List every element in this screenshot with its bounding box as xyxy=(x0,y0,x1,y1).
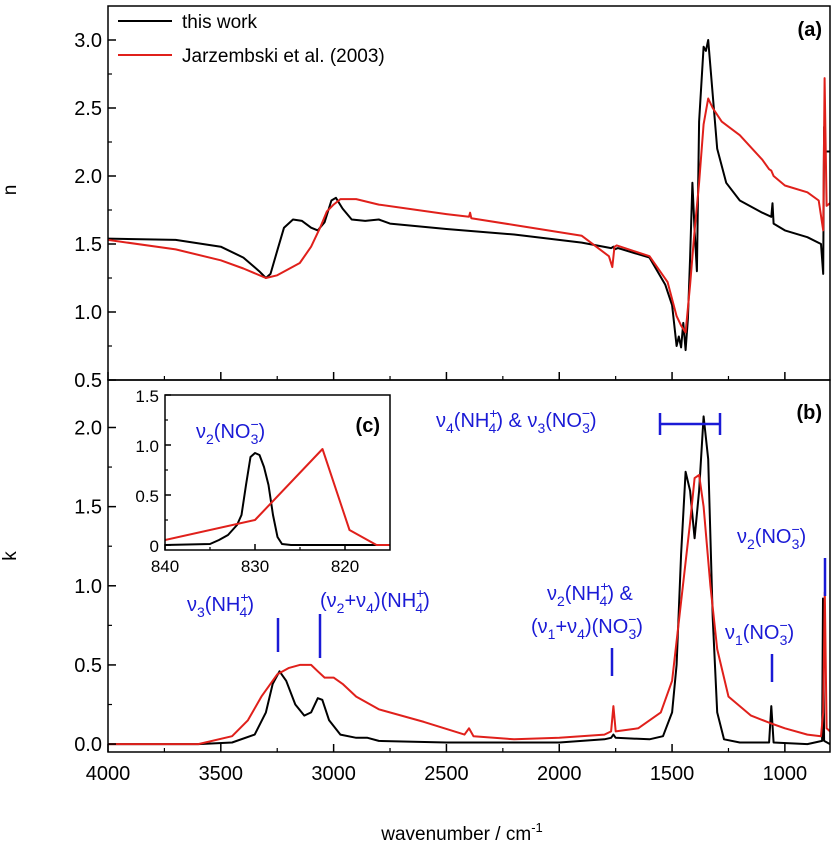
x-tick-label-b: 3000 xyxy=(311,763,356,785)
x-tick-label-b: 2500 xyxy=(424,763,469,785)
y-axis-title-n: n xyxy=(0,185,21,196)
y-tick-label-a: 2.0 xyxy=(74,166,102,188)
label-v1-no3: ν1(NO− 3) xyxy=(725,617,794,648)
y-tick-label-b: 1.0 xyxy=(74,576,102,598)
legend-label-this-work: this work xyxy=(182,12,257,33)
y-axis-title-k: k xyxy=(0,551,21,561)
label-v2-no3: ν2(NO− 3) xyxy=(737,521,806,552)
y-tick-label-a: 1.5 xyxy=(74,234,102,256)
panel-tag-a: (a) xyxy=(798,19,822,41)
label-v3-nh4: ν3(NH+ 4) xyxy=(187,589,254,620)
x-tick-label-b: 3500 xyxy=(199,763,244,785)
panel-b-frame xyxy=(107,379,831,753)
label-v2-nh4: ν2(NH+ 4) & xyxy=(547,578,634,609)
label-v1v4-no3: (ν1+ν4)(NO− 3) xyxy=(531,611,643,642)
x-axis-title: wavenumber / cm-1 xyxy=(380,820,543,845)
panel-tag-b: (b) xyxy=(796,402,822,424)
panel-c-series xyxy=(165,448,390,546)
y-tick-label-a: 3.0 xyxy=(74,30,102,52)
series-line-b-this-work xyxy=(108,415,830,746)
inset-background xyxy=(165,395,390,550)
series-line-c-this-work xyxy=(165,452,390,546)
inset-frame xyxy=(164,394,391,551)
x-tick-label-c: 830 xyxy=(241,557,269,576)
label-v4v3: ν4(NH+ 4) & ν3(NO− 3) xyxy=(436,405,597,436)
y-tick-label-b: 2.0 xyxy=(74,417,102,439)
legend-label-jarzembski: Jarzembski et al. (2003) xyxy=(182,46,385,67)
y-tick-label-a: 2.5 xyxy=(74,98,102,120)
label-inset-v2-no3: ν2(NO− 3) xyxy=(196,416,265,447)
x-tick-label-b: 1000 xyxy=(763,763,808,785)
y-tick-label-b: 0.5 xyxy=(74,655,102,677)
y-tick-label-a: 1.0 xyxy=(74,302,102,324)
series-line-c-jarzembski xyxy=(165,448,390,546)
x-tick-label-c: 820 xyxy=(331,557,359,576)
y-tick-label-c: 1.5 xyxy=(135,387,159,406)
x-tick-label-b: 2000 xyxy=(537,763,582,785)
y-tick-label-c: 0 xyxy=(150,537,159,556)
panel-tag-c: (c) xyxy=(356,415,380,437)
x-tick-label-b: 4000 xyxy=(86,763,131,785)
series-line-a-jarzembski xyxy=(108,77,830,334)
band-annotations: ν3(NH+ 4) (ν2+ν4)(NH+ 4) ν2(NH+ 4) & (ν1+ν4… xyxy=(187,405,827,682)
y-tick-label-b: 0.0 xyxy=(74,734,102,756)
panel-a-series xyxy=(108,39,830,352)
y-tick-label-a: 0.5 xyxy=(74,370,102,392)
x-tick-label-b: 1500 xyxy=(650,763,695,785)
y-tick-label-c: 1.0 xyxy=(135,437,159,456)
legend: this work Jarzembski et al. (2003) xyxy=(118,12,385,67)
panel-b-series xyxy=(108,415,830,746)
y-tick-label-b: 1.5 xyxy=(74,497,102,519)
y-tick-label-c: 0.5 xyxy=(135,487,159,506)
series-line-a-this-work xyxy=(108,39,830,352)
x-tick-label-c: 840 xyxy=(151,557,179,576)
axis-ticks: 0.5 1.0 1.5 2.0 2.5 3.0 0.0 0.5 1.0 1.5 2.0 4000 350… xyxy=(74,30,807,785)
label-v2v4-nh4: (ν2+ν4)(NH+ 4) xyxy=(320,585,430,616)
series-line-b-jarzembski xyxy=(108,474,830,746)
